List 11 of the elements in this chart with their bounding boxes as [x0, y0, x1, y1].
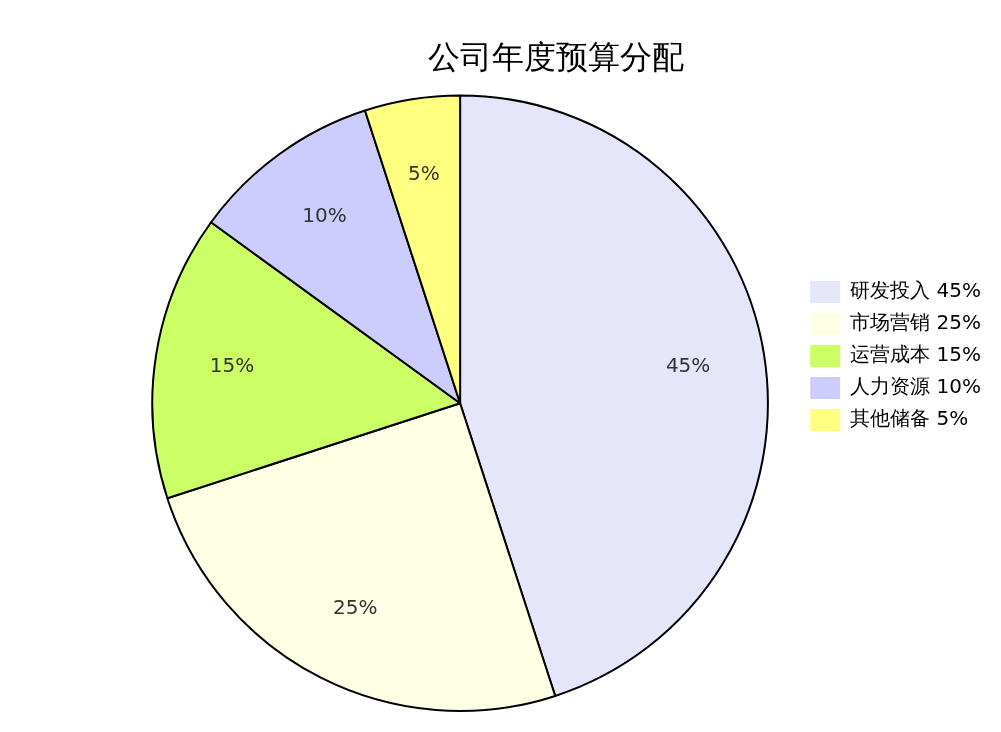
legend-label: 运营成本 15% [850, 342, 981, 367]
data-label: 10% [302, 202, 347, 227]
data-label: 25% [333, 595, 378, 620]
data-label: 5% [408, 161, 440, 186]
legend-label: 市场营销 25% [850, 310, 981, 335]
chart-title: 公司年度预算分配 [427, 37, 684, 76]
legend-label: 人力资源 10% [850, 374, 981, 399]
data-label: 45% [665, 353, 711, 378]
legend-label: 其他储备 5% [850, 406, 969, 431]
legend-label: 研发投入 45% [850, 278, 981, 303]
data-label: 15% [209, 353, 255, 378]
